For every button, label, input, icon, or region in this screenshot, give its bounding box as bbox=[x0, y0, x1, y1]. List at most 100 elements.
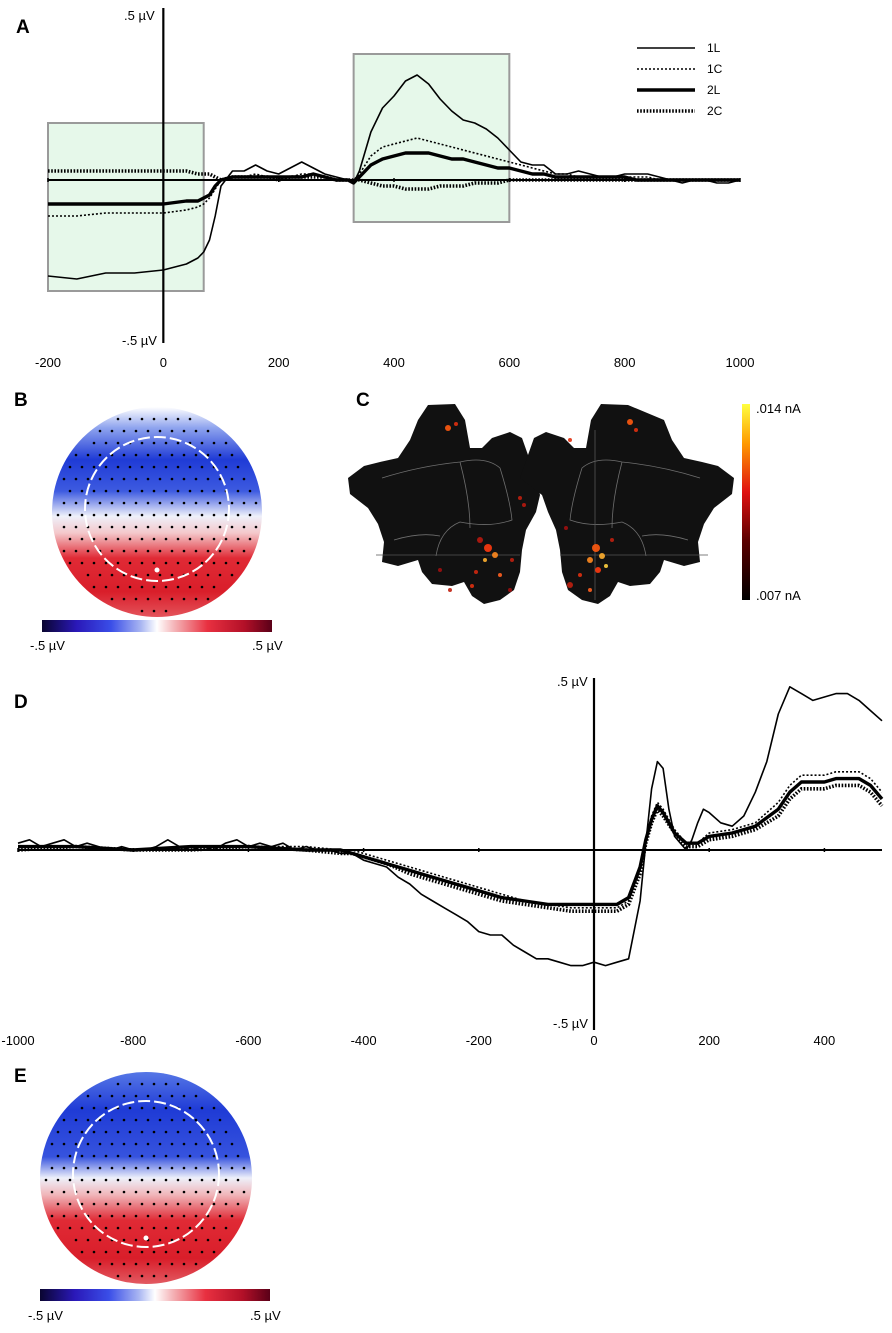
topomap-e-electrode-dot bbox=[80, 1202, 84, 1206]
topomap-e-electrode-dot bbox=[74, 1238, 78, 1242]
topomap-b-electrode-dot bbox=[140, 537, 144, 541]
topomap-e-electrode-dot bbox=[62, 1214, 66, 1218]
topomap-e-electrode-dot bbox=[68, 1130, 72, 1134]
topomap-e-electrode-dot bbox=[80, 1178, 84, 1182]
topomap-e-electrode-dot bbox=[236, 1154, 240, 1158]
topomap-b-electrode-dot bbox=[212, 585, 216, 589]
activation-spot bbox=[477, 537, 483, 543]
topomap-e-electrode-dot bbox=[200, 1178, 204, 1182]
topomap-e-electrode-dot bbox=[98, 1166, 102, 1170]
topomap-e-electrode-dot bbox=[200, 1226, 204, 1230]
topomap-b-electrode-dot bbox=[92, 561, 96, 565]
topomap-e-electrode-dot bbox=[176, 1178, 180, 1182]
topomap-b-electrode-dot bbox=[188, 417, 192, 421]
topomap-b-electrode-dot bbox=[158, 477, 162, 481]
topomap-b-electrode-dot bbox=[230, 525, 234, 529]
topomap-e-electrode-dot bbox=[98, 1118, 102, 1122]
topomap-e-electrode-dot bbox=[92, 1226, 96, 1230]
topomap-e-electrode-dot bbox=[140, 1274, 144, 1278]
topomap-e-electrode-dot bbox=[92, 1202, 96, 1206]
topomap-e-electrode-dot bbox=[134, 1262, 138, 1266]
topomap-b-electrode-dot bbox=[194, 573, 198, 577]
topomap-e-electrode-dot bbox=[50, 1142, 54, 1146]
topomap-e-electrode-dot bbox=[122, 1214, 126, 1218]
topomap-b-electrode-dot bbox=[158, 501, 162, 505]
topomap-b-electrode-dot bbox=[116, 417, 120, 421]
topomap-e-electrode-dot bbox=[140, 1226, 144, 1230]
topomap-b-electrode-dot bbox=[146, 453, 150, 457]
topomap-e-electrode-dot bbox=[188, 1106, 192, 1110]
chart-d-x-tick-label: 400 bbox=[814, 1033, 836, 1048]
topomap-b-electrode-dot bbox=[74, 453, 78, 457]
topomap-b-electrode-dot bbox=[176, 537, 180, 541]
topomap-b-electrode-dot bbox=[152, 537, 156, 541]
topomap-b-electrode-dot bbox=[122, 525, 126, 529]
topomap-e-electrode-dot bbox=[92, 1130, 96, 1134]
topomap-e-scale-max: .5 µV bbox=[250, 1308, 281, 1323]
topomap-e-electrode-dot bbox=[140, 1178, 144, 1182]
topomap-e-electrode-dot bbox=[62, 1166, 66, 1170]
topomap-b-electrode-dot bbox=[236, 561, 240, 565]
topomap-e-electrode-dot bbox=[80, 1250, 84, 1254]
topomap-e-electrode-dot bbox=[164, 1082, 168, 1086]
topomap-b-electrode-dot bbox=[68, 537, 72, 541]
topomap-e-electrode-dot bbox=[218, 1190, 222, 1194]
topomap-e-electrode-dot bbox=[152, 1154, 156, 1158]
topomap-e-electrode-dot bbox=[218, 1142, 222, 1146]
topomap-e-electrode-dot bbox=[128, 1106, 132, 1110]
topomap-e-electrode-dot bbox=[242, 1166, 246, 1170]
topomap-b-electrode-dot bbox=[116, 441, 120, 445]
topomap-e-electrode-dot bbox=[194, 1166, 198, 1170]
topomap-e-electrode-dot bbox=[92, 1106, 96, 1110]
topomap-b-electrode-dot bbox=[122, 501, 126, 505]
topomap-e-electrode-dot bbox=[176, 1082, 180, 1086]
topomap-b-electrode-dot bbox=[236, 537, 240, 541]
topomap-b-electrode-dot bbox=[122, 477, 126, 481]
topomap-e-electrode-dot bbox=[86, 1238, 90, 1242]
topomap-b-electrode-dot bbox=[68, 561, 72, 565]
topomap-b-electrode-dot bbox=[218, 525, 222, 529]
topomap-e-electrode-dot bbox=[104, 1106, 108, 1110]
topomap-b-electrode-dot bbox=[194, 477, 198, 481]
topomap-e-electrode-dot bbox=[164, 1130, 168, 1134]
topomap-b-electrode-dot bbox=[146, 501, 150, 505]
topomap-e-electrode-dot bbox=[230, 1190, 234, 1194]
topomap-e-electrode-dot bbox=[62, 1142, 66, 1146]
panel-letter-c: C bbox=[356, 390, 370, 411]
topomap-e-electrode-dot bbox=[146, 1118, 150, 1122]
topomap-b-electrode-dot bbox=[224, 561, 228, 565]
topomap-b-electrode-dot bbox=[104, 585, 108, 589]
topomap-e-electrode-dot bbox=[146, 1190, 150, 1194]
topomap-e-electrode-dot bbox=[128, 1274, 132, 1278]
topomap-b-electrode-dot bbox=[188, 585, 192, 589]
chart-d-x-tick-label: -1000 bbox=[1, 1033, 34, 1048]
chart-a-x-tick-label: 200 bbox=[268, 355, 290, 370]
topomap-e-electrode-dot bbox=[188, 1202, 192, 1206]
topomap-e-electrode-dot bbox=[224, 1178, 228, 1182]
topomap-e-colorbar bbox=[40, 1289, 270, 1301]
topomap-b-electrode-dot bbox=[104, 513, 108, 517]
topomap-e-electrode-dot bbox=[128, 1250, 132, 1254]
topomap-b-electrode-dot bbox=[140, 465, 144, 469]
chart-a-legend-label-2C: 2C bbox=[707, 104, 723, 118]
topomap-b-electrode-dot bbox=[170, 501, 174, 505]
topomap-b-electrode-dot bbox=[158, 525, 162, 529]
topomap-e-electrode-dot bbox=[176, 1250, 180, 1254]
topomap-e-electrode-dot bbox=[212, 1202, 216, 1206]
activation-spot bbox=[438, 568, 442, 572]
topomap-e-electrode-dot bbox=[146, 1142, 150, 1146]
topomap-b-electrode-dot bbox=[116, 513, 120, 517]
topomap-e-electrode-dot bbox=[200, 1130, 204, 1134]
topomap-b-electrode-dot bbox=[152, 465, 156, 469]
topomap-e-electrode-dot bbox=[110, 1142, 114, 1146]
topomap-e-electrode-dot bbox=[122, 1094, 126, 1098]
topomap-b-electrode-dot bbox=[128, 561, 132, 565]
topomap-b-electrode-dot bbox=[158, 453, 162, 457]
topomap-e-electrode-dot bbox=[146, 1094, 150, 1098]
topomap-b-electrode-dot bbox=[194, 429, 198, 433]
topomap-e-electrode-dot bbox=[50, 1190, 54, 1194]
topomap-e-electrode-dot bbox=[164, 1106, 168, 1110]
topomap-b-electrode-dot bbox=[122, 429, 126, 433]
topomap-b-electrode-dot bbox=[116, 585, 120, 589]
topomap-b-electrode-dot bbox=[164, 441, 168, 445]
